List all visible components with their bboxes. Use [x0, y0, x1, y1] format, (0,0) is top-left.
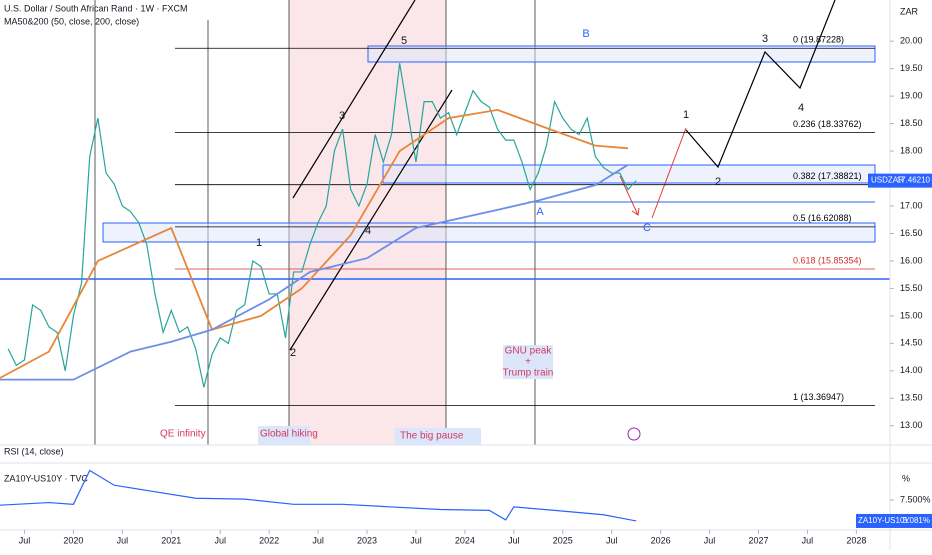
- wave-label: 2: [715, 176, 721, 188]
- y-tick-label: 16.50: [900, 228, 923, 238]
- price-tag-value: 17.46210: [897, 176, 931, 185]
- y-tick-label: 15.00: [900, 310, 923, 320]
- unit: %: [902, 473, 910, 483]
- event-label: QE infinity: [160, 429, 206, 440]
- price-tag: [868, 173, 932, 188]
- x-tick-label: Jul: [117, 535, 129, 545]
- price-tag: [856, 513, 932, 528]
- event-box: [395, 428, 481, 445]
- wave-label: 1: [256, 237, 262, 249]
- fib-label: 0 (19.87228): [793, 35, 844, 45]
- x-tick-label: Jul: [802, 535, 814, 545]
- y-tick-label: 14.00: [900, 365, 923, 375]
- y-tick-label: 18.50: [900, 118, 923, 128]
- indicator-label: MA50&200 (50, close, 200, close): [4, 16, 139, 26]
- wave-label: A: [536, 206, 544, 218]
- x-tick-label: Jul: [312, 535, 324, 545]
- event-box: [258, 426, 310, 445]
- chart-title: U.S. Dollar / South African Rand · 1W · …: [4, 3, 188, 13]
- y-tick-label: 13.50: [900, 393, 923, 403]
- series-line: [7, 63, 637, 388]
- wave-label: C: [643, 222, 651, 234]
- x-tick-label: 2028: [846, 535, 866, 545]
- event-label: The big pause: [400, 431, 464, 442]
- x-tick-label: Jul: [19, 535, 31, 545]
- x-tick-label: Jul: [704, 535, 716, 545]
- wave-label: 4: [365, 225, 371, 237]
- rsi-label: RSI (14, close): [4, 446, 64, 456]
- event-label: +: [525, 357, 531, 368]
- event-label: GNU peak: [505, 346, 553, 357]
- panel-title: ZA10Y-US10Y · TVC: [4, 473, 88, 483]
- y-tick-label: 13.00: [900, 420, 923, 430]
- y-tick-label: 19.50: [900, 63, 923, 73]
- x-tick-label: Jul: [606, 535, 618, 545]
- fib-label: 0.382 (17.38821): [793, 171, 862, 181]
- y-tick-label: 20.00: [900, 36, 923, 46]
- x-tick-label: 2021: [161, 535, 181, 545]
- x-tick-label: 2024: [455, 535, 475, 545]
- x-tick-label: Jul: [508, 535, 520, 545]
- event-label: Global hiking: [260, 429, 318, 440]
- x-tick-label: 2020: [63, 535, 83, 545]
- wave-label: 4: [798, 102, 804, 114]
- x-tick-label: 2025: [553, 535, 573, 545]
- wave-label: 3: [762, 33, 768, 45]
- series-line: [0, 108, 629, 379]
- y-tick-label: 7.500%: [900, 494, 931, 504]
- fib-label: 1 (13.36947): [793, 392, 844, 402]
- y-tick-label: 19.00: [900, 91, 923, 101]
- y-tick-label: 15.50: [900, 283, 923, 293]
- series-line: [0, 164, 629, 381]
- wave-label: 5: [401, 35, 407, 47]
- x-tick-label: 2027: [748, 535, 768, 545]
- x-tick-label: Jul: [214, 535, 226, 545]
- wave-label: 2: [290, 347, 296, 359]
- projection: [619, 127, 687, 219]
- fib-label: 0.618 (15.85354): [793, 255, 862, 265]
- event-icon[interactable]: [627, 427, 641, 441]
- x-tick-label: 2022: [259, 535, 279, 545]
- wave-label: 3: [339, 110, 345, 122]
- y-tick-label: 17.00: [900, 200, 923, 210]
- x-tick-label: 2023: [357, 535, 377, 545]
- fib-label: 0.5 (16.62088): [793, 213, 852, 223]
- x-tick-label: Jul: [410, 535, 422, 545]
- series-line: [0, 469, 637, 522]
- price-tag-symbol: ZA10Y-US10Y: [858, 516, 910, 525]
- price-tag-value: 5.081%: [903, 516, 930, 525]
- y-tick-label: 18.00: [900, 145, 923, 155]
- wave-label: B: [582, 28, 589, 40]
- event-label: Trump train: [503, 368, 554, 379]
- y-tick-label: 14.50: [900, 338, 923, 348]
- wave-label: 1: [683, 109, 689, 121]
- currency: ZAR: [900, 6, 919, 16]
- x-tick-label: 2026: [651, 535, 671, 545]
- fib-label: 0.236 (18.33762): [793, 119, 862, 129]
- y-tick-label: 16.00: [900, 255, 923, 265]
- event-box: [503, 345, 553, 379]
- price-tag-symbol: USDZAR: [871, 176, 904, 185]
- zones: [102, 45, 876, 243]
